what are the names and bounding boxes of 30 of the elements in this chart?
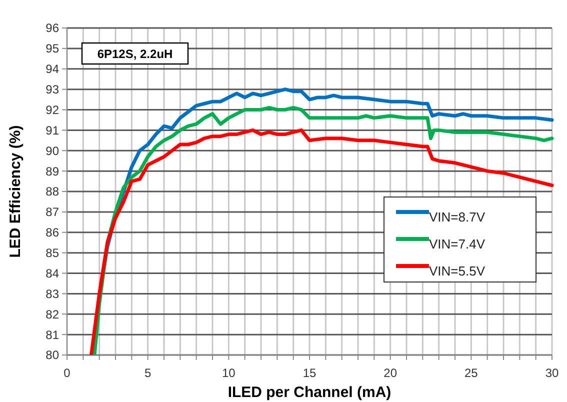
y-tick-label: 81 [46, 328, 60, 342]
y-tick-label: 93 [46, 82, 60, 97]
y-tick-label: 88 [46, 184, 60, 199]
legend-label: VIN=5.5V [429, 264, 486, 279]
y-tick-label: 89 [46, 164, 60, 178]
y-tick-label: 92 [46, 102, 60, 117]
legend-label: VIN=7.4V [429, 236, 486, 252]
y-tick-label: 86 [46, 226, 60, 240]
y-tick-label: 83 [46, 286, 60, 301]
y-tick-label: 96 [46, 21, 60, 36]
legend-label: VIN=8.7V [429, 210, 486, 225]
x-tick-label: 20 [384, 366, 398, 380]
x-tick-label: 5 [144, 366, 152, 380]
y-tick-label: 82 [46, 307, 60, 322]
y-tick-label: 95 [46, 42, 60, 56]
x-axis-title: ILED per Channel (mA) [228, 384, 392, 401]
x-tick-label: 25 [464, 366, 478, 380]
y-tick-label: 94 [46, 62, 60, 76]
y-tick-label: 85 [46, 246, 60, 260]
y-axis-title: LED Efficiency (%) [7, 125, 24, 258]
x-tick-label: 15 [302, 366, 316, 380]
y-tick-label: 91 [46, 123, 60, 138]
annotation: 6P12S, 2.2uH [97, 47, 173, 62]
y-tick-label: 84 [46, 266, 60, 280]
y-tick-label: 90 [46, 144, 60, 158]
x-tick-label: 0 [64, 366, 71, 380]
x-tick-label: 30 [545, 366, 559, 380]
y-tick-label: 87 [46, 205, 60, 220]
x-tick-label: 10 [222, 366, 236, 380]
y-tick-label: 80 [46, 348, 60, 362]
